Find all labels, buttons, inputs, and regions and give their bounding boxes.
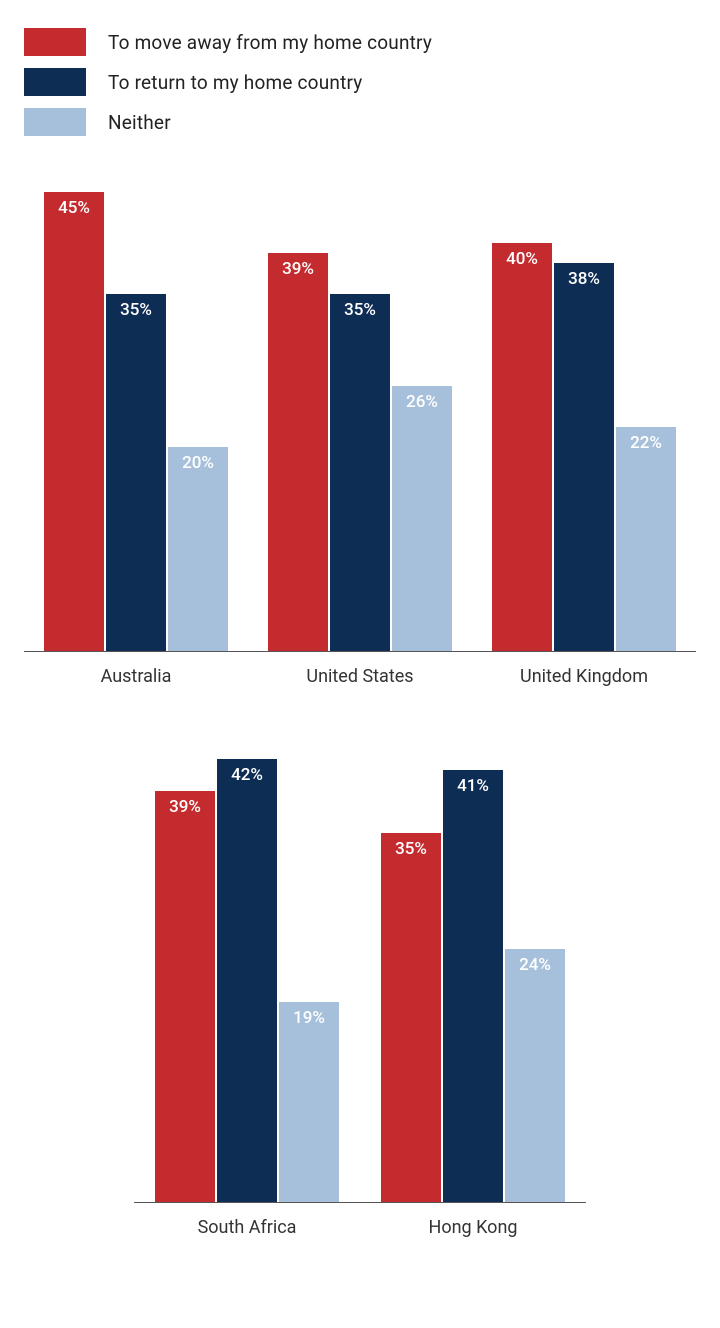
bar-value-label: 35% bbox=[330, 300, 390, 320]
axis-labels: AustraliaUnited StatesUnited Kingdom bbox=[24, 652, 696, 687]
bar-value-label: 40% bbox=[492, 249, 552, 269]
bar-return: 41% bbox=[443, 770, 503, 1202]
bar-neither: 22% bbox=[616, 427, 676, 651]
category-label: Australia bbox=[24, 652, 248, 687]
bar-neither: 19% bbox=[279, 1002, 339, 1202]
bar-away: 39% bbox=[268, 253, 328, 651]
bar-value-label: 38% bbox=[554, 269, 614, 289]
category-label: United Kingdom bbox=[472, 652, 696, 687]
axis-labels: South AfricaHong Kong bbox=[134, 1203, 586, 1238]
bar-value-label: 39% bbox=[268, 259, 328, 279]
bar-away: 35% bbox=[381, 833, 441, 1202]
bar-value-label: 26% bbox=[392, 392, 452, 412]
legend-item: Neither bbox=[24, 108, 696, 136]
legend-swatch-away bbox=[24, 28, 86, 56]
bar-group: 39%42% 19% bbox=[134, 759, 360, 1202]
plot-area: 45% 35% 20% 39% 35% 26% 40%38% 22% bbox=[24, 192, 696, 652]
legend-label: To move away from my home country bbox=[108, 31, 432, 54]
bar-group: 40%38% 22% bbox=[472, 192, 696, 651]
legend-swatch-neither bbox=[24, 108, 86, 136]
bar-away: 45% bbox=[44, 192, 104, 651]
legend-swatch-return bbox=[24, 68, 86, 96]
category-label: South Africa bbox=[134, 1203, 360, 1238]
bar-value-label: 20% bbox=[168, 453, 228, 473]
bar-value-label: 39% bbox=[155, 797, 215, 817]
bar-group: 39% 35% 26% bbox=[248, 192, 472, 651]
bar-return: 35% bbox=[106, 294, 166, 651]
plot-area: 39%42% 19% 35% 41% 24% bbox=[134, 759, 586, 1203]
bar-away: 40% bbox=[492, 243, 552, 651]
bar-return: 38% bbox=[554, 263, 614, 651]
bar-return: 35% bbox=[330, 294, 390, 651]
bar-neither: 24% bbox=[505, 949, 565, 1202]
bar-away: 39% bbox=[155, 791, 215, 1202]
bar-value-label: 22% bbox=[616, 433, 676, 453]
legend-item: To move away from my home country bbox=[24, 28, 696, 56]
category-label: Hong Kong bbox=[360, 1203, 586, 1238]
bar-value-label: 35% bbox=[106, 300, 166, 320]
bar-return: 42% bbox=[217, 759, 277, 1202]
legend: To move away from my home country To ret… bbox=[24, 28, 696, 136]
bar-neither: 20% bbox=[168, 447, 228, 651]
category-label: United States bbox=[248, 652, 472, 687]
legend-item: To return to my home country bbox=[24, 68, 696, 96]
bar-value-label: 24% bbox=[505, 955, 565, 975]
chart-rows: 45%35%20%39%35%26%40%38%22%AustraliaUnit… bbox=[24, 192, 696, 1238]
bar-value-label: 42% bbox=[217, 765, 277, 785]
bar-group: 35% 41% 24% bbox=[360, 759, 586, 1202]
legend-label: To return to my home country bbox=[108, 71, 363, 94]
bar-value-label: 45% bbox=[44, 198, 104, 218]
bar-group: 45% 35% 20% bbox=[24, 192, 248, 651]
bar-neither: 26% bbox=[392, 386, 452, 651]
bar-value-label: 41% bbox=[443, 776, 503, 796]
legend-label: Neither bbox=[108, 111, 171, 134]
bar-value-label: 35% bbox=[381, 839, 441, 859]
chart-row: 39%42% 19% 35% 41% 24% South AfricaHong Kong bbox=[24, 759, 696, 1238]
chart-row: 45%35%20%39%35%26%40%38%22%AustraliaUnit… bbox=[24, 192, 696, 687]
bar-value-label: 19% bbox=[279, 1008, 339, 1028]
chart-container: To move away from my home country To ret… bbox=[0, 0, 720, 1238]
